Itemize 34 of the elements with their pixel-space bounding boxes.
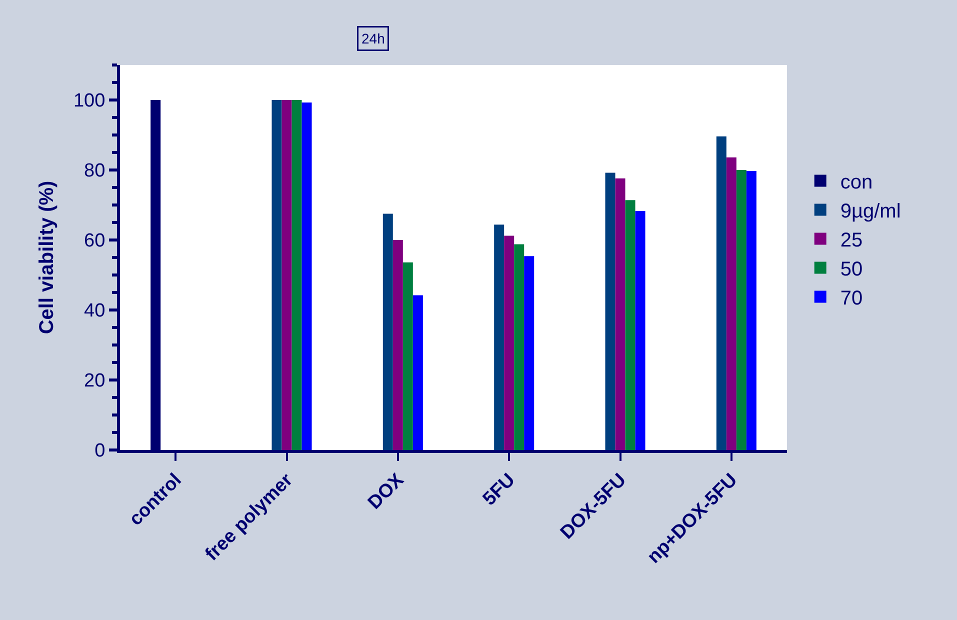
legend-label: 50 (840, 258, 863, 281)
bar (605, 172, 616, 450)
bar (402, 262, 413, 450)
y-tick-label: 80 (84, 160, 106, 182)
bar (302, 102, 312, 450)
legend-label: con (840, 172, 873, 194)
y-tick-label: 20 (84, 370, 106, 392)
bar (292, 100, 302, 450)
bar (382, 214, 393, 450)
bar (392, 240, 403, 450)
bar (635, 210, 646, 450)
bar (746, 171, 756, 450)
y-tick-label: 0 (94, 440, 106, 462)
y-tick-label: 60 (84, 230, 106, 252)
bar (272, 100, 282, 450)
x-tick-label: 5FU (479, 470, 520, 510)
bar (524, 256, 534, 450)
bar (282, 100, 292, 450)
bar (615, 178, 626, 450)
bar (504, 236, 514, 450)
chart-title: 24h (362, 30, 385, 46)
legend-label: 9µg/ml (840, 200, 901, 223)
bar (625, 200, 636, 450)
legend-label: 70 (840, 288, 863, 310)
bar (716, 136, 726, 450)
bar (494, 224, 504, 450)
legend-label: 25 (840, 230, 863, 252)
y-axis-title: Cell viability (%) (36, 180, 58, 334)
bar (514, 244, 524, 450)
y-tick-label: 40 (84, 300, 106, 322)
bar (726, 157, 736, 450)
y-tick-label: 100 (73, 90, 106, 112)
bar (412, 295, 423, 450)
bar (736, 170, 746, 450)
